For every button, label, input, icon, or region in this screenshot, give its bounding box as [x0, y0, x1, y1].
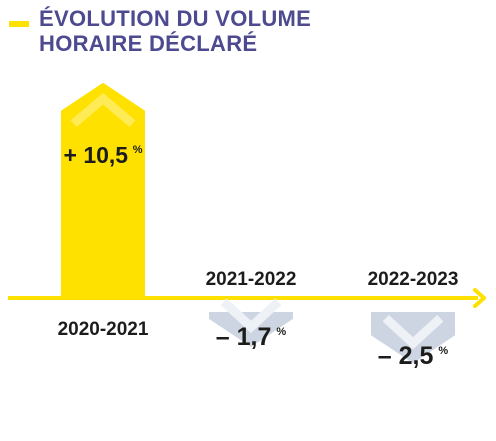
chevron-2021-2022 [220, 298, 282, 333]
chevron-2022-2023 [382, 314, 444, 350]
category-label-2021-2022: 2021-2022 [206, 269, 297, 290]
chart-title: ÉVOLUTION DU VOLUME HORAIRE DÉCLARÉ [39, 6, 479, 56]
category-label-2020-2021: 2020-2021 [58, 319, 149, 340]
chart-title-line-1: ÉVOLUTION DU VOLUME [39, 6, 312, 31]
bar-2020-2021 [61, 82, 145, 298]
chart-title-line-2: HORAIRE DÉCLARÉ [39, 31, 258, 56]
x-axis-arrow [473, 288, 486, 308]
legend-swatch [9, 21, 29, 27]
value-label-2022-2023: – 2,5 % [378, 342, 449, 370]
chevron-2020-2021 [70, 92, 136, 128]
value-label-2021-2022: – 1,7 % [216, 323, 287, 351]
category-label-2022-2023: 2022-2023 [368, 269, 459, 290]
value-label-2020-2021: + 10,5 % [64, 142, 143, 168]
